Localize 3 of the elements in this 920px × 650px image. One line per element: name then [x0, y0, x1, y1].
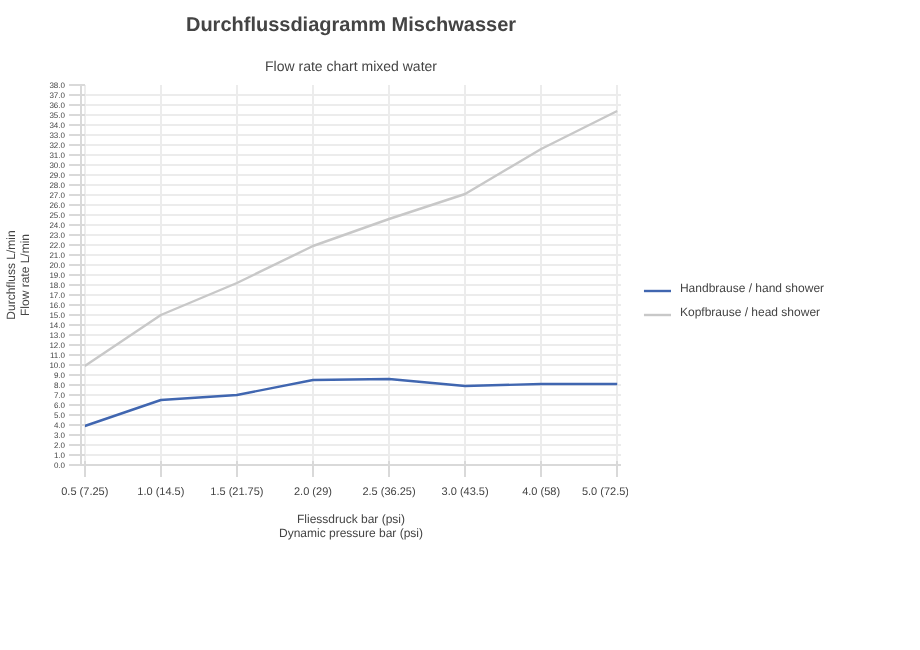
- line-series: [83, 377, 619, 428]
- chart-title: Durchflussdiagramm Mischwasser: [185, 15, 517, 37]
- line-series: [83, 109, 619, 368]
